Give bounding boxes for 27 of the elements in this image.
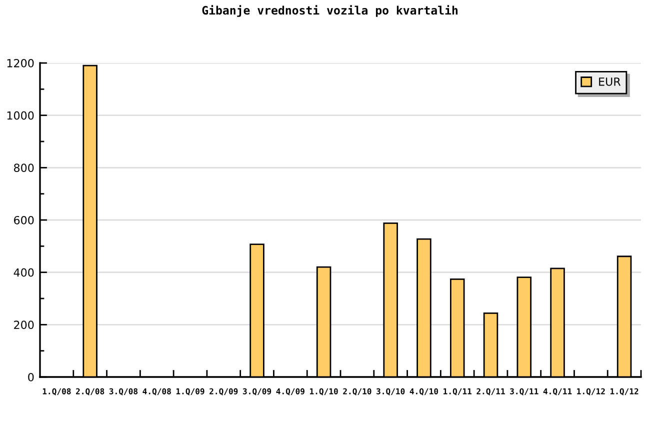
y-tick-label: 200 xyxy=(14,320,34,330)
x-tick-label: 3.Q/11 xyxy=(510,388,538,396)
x-tick-label: 1.Q/12 xyxy=(577,388,605,396)
y-tick-label: 0 xyxy=(28,372,34,382)
x-tick-label: 3.Q/10 xyxy=(376,388,405,396)
chart-title: Gibanje vrednosti vozila po kvartalih xyxy=(202,5,458,17)
x-tick-label: 4.Q/08 xyxy=(142,388,171,396)
x-tick-label: 1.Q/09 xyxy=(176,388,204,396)
x-tick-label: 2.Q/11 xyxy=(476,388,505,396)
y-tick-label: 1200 xyxy=(7,58,34,68)
legend-label: EUR xyxy=(599,78,621,86)
x-tick-label: 2.Q/08 xyxy=(76,388,104,396)
x-tick-label: 1.Q/11 xyxy=(444,388,472,396)
y-tick-label: 800 xyxy=(14,164,34,172)
y-tick-label: 400 xyxy=(14,268,34,277)
x-tick-label: 4.Q/10 xyxy=(410,388,438,396)
x-tick-label: 4.Q/09 xyxy=(276,388,304,396)
x-tick-label: 1.Q/08 xyxy=(42,388,71,396)
y-tick-label: 600 xyxy=(14,216,34,224)
x-tick-label: 3.Q/08 xyxy=(109,388,138,396)
x-tick-label: 2.Q/09 xyxy=(210,388,238,396)
x-tick-label: 1.Q/12 xyxy=(610,388,638,396)
x-tick-label: 2.Q/10 xyxy=(343,388,372,396)
x-tick-label: 1.Q/10 xyxy=(310,388,338,396)
y-tick-label: 1000 xyxy=(7,111,34,120)
x-tick-label: 4.Q/11 xyxy=(543,388,572,396)
x-tick-label: 3.Q/09 xyxy=(242,388,272,396)
